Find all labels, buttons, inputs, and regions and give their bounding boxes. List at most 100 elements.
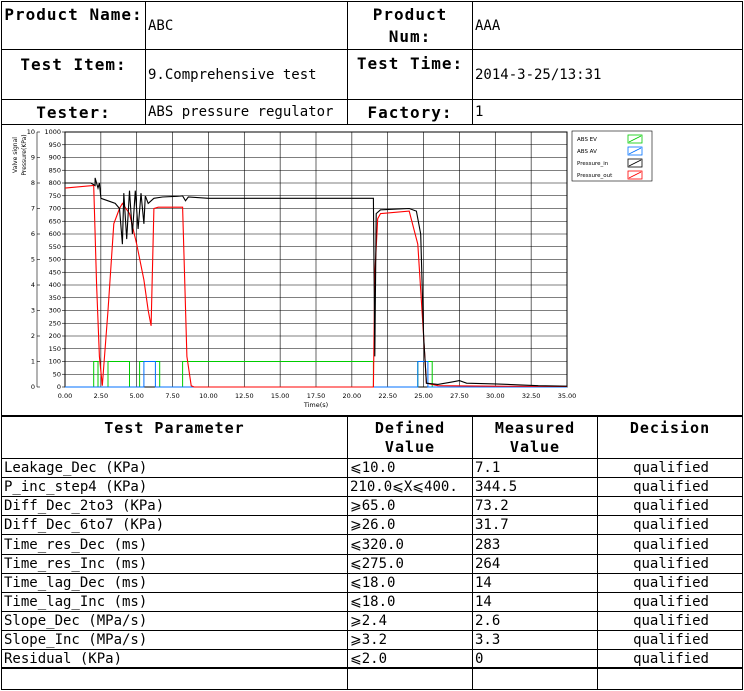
y-tick-label-pressure: 550 [49, 243, 61, 251]
empty-cell [1, 667, 348, 690]
y-axis-label-valve: Valve signal [12, 137, 19, 173]
legend-label: Pressure_out [577, 173, 613, 179]
y-tick-label-pressure: 800 [49, 179, 61, 187]
x-tick-label: 35.00 [558, 392, 577, 400]
cell-decision: qualified [597, 554, 743, 574]
x-tick-label: 12.50 [235, 392, 254, 400]
test-item-label: Test Item: [1, 49, 146, 100]
factory-label: Factory: [347, 99, 473, 125]
legend-label: ABS EV [577, 137, 597, 143]
cell-parameter: Time_res_Dec (ms) [1, 534, 348, 555]
cell-measured: 14 [472, 592, 598, 612]
x-tick-label: 17.50 [307, 392, 326, 400]
tester-label: Tester: [1, 99, 146, 125]
cell-measured: 0 [472, 649, 598, 669]
x-tick-label: 0.00 [58, 392, 72, 400]
y-tick-label-pressure: 250 [49, 319, 61, 327]
header-measured-value: Measured Value [472, 416, 598, 459]
cell-parameter: Leakage_Dec (KPa) [1, 458, 348, 478]
y-tick-label-pressure: 100 [49, 358, 61, 366]
x-tick-label: 32.50 [522, 392, 541, 400]
y-tick-label-valve: 10 [27, 128, 35, 136]
y-axis-label-pressure: Pressure(KPa) [21, 134, 28, 175]
y-tick-label-pressure: 700 [49, 205, 61, 213]
test-item-value: 9.Comprehensive test [145, 49, 348, 100]
cell-measured: 344.5 [472, 477, 598, 497]
cell-measured: 264 [472, 554, 598, 574]
cell-decision: qualified [597, 573, 743, 593]
y-tick-label-pressure: 50 [53, 370, 61, 378]
y-tick-label-valve: 7 [31, 205, 35, 213]
y-tick-label-pressure: 200 [49, 332, 61, 340]
cell-parameter: Time_lag_Dec (ms) [1, 573, 348, 593]
y-tick-label-pressure: 400 [49, 281, 61, 289]
x-tick-label: 25.00 [414, 392, 433, 400]
cell-parameter: Time_lag_Inc (ms) [1, 592, 348, 612]
cell-parameter: Slope_Dec (MPa/s) [1, 611, 348, 631]
cell-decision: qualified [597, 630, 743, 650]
cell-defined: 210.0⩽X⩽400. [347, 477, 473, 497]
cell-decision: qualified [597, 496, 743, 516]
cell-decision: qualified [597, 649, 743, 669]
product-name-value: ABC [145, 1, 348, 50]
y-tick-label-pressure: 450 [49, 268, 61, 276]
cell-parameter: P_inc_step4 (KPa) [1, 477, 348, 497]
cell-parameter: Diff_Dec_2to3 (KPa) [1, 496, 348, 516]
y-tick-label-pressure: 750 [49, 192, 61, 200]
y-tick-label-valve: 8 [31, 179, 35, 187]
y-tick-label-valve: 1 [31, 358, 35, 366]
x-tick-label: 20.00 [343, 392, 362, 400]
empty-cell [472, 667, 598, 690]
y-tick-label-valve: 4 [31, 281, 35, 289]
x-tick-label: 7.50 [165, 392, 179, 400]
x-tick-label: 5.00 [129, 392, 143, 400]
cell-parameter: Time_res_Inc (ms) [1, 554, 348, 574]
cell-decision: qualified [597, 592, 743, 612]
y-tick-label-pressure: 1000 [44, 128, 61, 136]
header-decision: Decision [597, 416, 743, 459]
x-tick-label: 15.00 [271, 392, 290, 400]
cell-defined: ⩽10.0 [347, 458, 473, 478]
y-tick-label-pressure: 850 [49, 166, 61, 174]
empty-cell [347, 667, 473, 690]
product-num-value: AAA [472, 1, 743, 50]
y-tick-label-pressure: 0 [57, 383, 61, 391]
y-tick-label-pressure: 500 [49, 256, 61, 264]
chart-panel: 0.00 2.50 5.00 7.50 10.00 12.50 15.00 17.50 20.0… [1, 124, 743, 416]
y-tick-label-valve: 2 [31, 332, 35, 340]
legend-swatch-line [628, 147, 642, 155]
test-time-value: 2014-3-25/13:31 [472, 49, 743, 100]
y-tick-label-pressure: 950 [49, 141, 61, 149]
product-name-label: Product Name: [1, 1, 146, 50]
y-tick-label-pressure: 350 [49, 294, 61, 302]
cell-defined: ⩽2.0 [347, 649, 473, 669]
cell-parameter: Slope_Inc (MPa/s) [1, 630, 348, 650]
cell-measured: 283 [472, 534, 598, 555]
cell-defined: ⩽320.0 [347, 534, 473, 555]
cell-defined: ⩽18.0 [347, 573, 473, 593]
legend-swatch-line [628, 159, 642, 167]
legend-swatch-line [628, 171, 642, 179]
tester-value: ABS pressure regulator [145, 99, 348, 125]
cell-defined: ⩽275.0 [347, 554, 473, 574]
y-tick-label-pressure: 900 [49, 154, 61, 162]
cell-parameter: Residual (KPa) [1, 649, 348, 669]
legend-swatch-line [628, 135, 642, 143]
empty-cell [597, 667, 743, 690]
y-tick-label-valve: 6 [31, 230, 35, 238]
x-axis-label: Time(s) [303, 401, 328, 409]
series-line-pressure-in [65, 177, 568, 387]
x-tick-label: 2.50 [94, 392, 108, 400]
cell-decision: qualified [597, 534, 743, 555]
product-num-label: Product Num: [347, 1, 473, 50]
cell-measured: 7.1 [472, 458, 598, 478]
x-tick-label: 22.50 [378, 392, 397, 400]
cell-parameter: Diff_Dec_6to7 (KPa) [1, 515, 348, 535]
y-tick-label-valve: 9 [31, 154, 35, 162]
x-tick-label: 30.00 [486, 392, 505, 400]
pressure-chart: 0.00 2.50 5.00 7.50 10.00 12.50 15.00 17.50 20.0… [12, 128, 653, 409]
cell-defined: ⩾26.0 [347, 515, 473, 535]
header-defined-value: Defined Value [347, 416, 473, 459]
y-tick-label-pressure: 650 [49, 217, 61, 225]
legend-label: Pressure_in [577, 161, 609, 167]
